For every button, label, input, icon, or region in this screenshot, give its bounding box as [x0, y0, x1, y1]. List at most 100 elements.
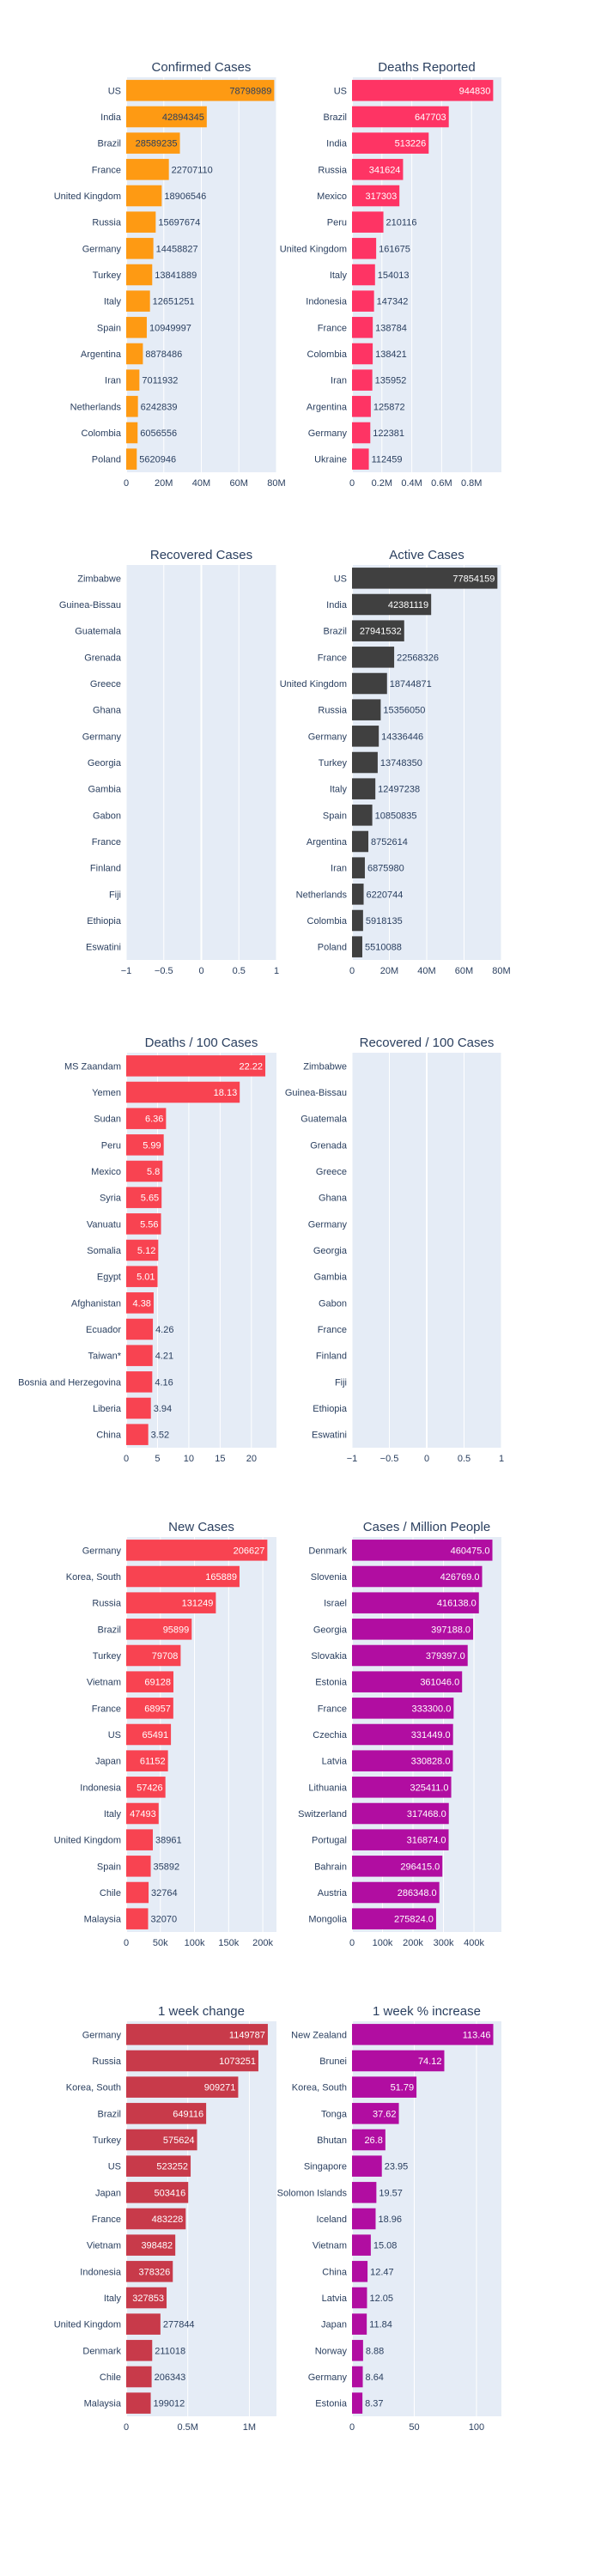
- y-tick-label: Slovakia: [311, 1651, 347, 1662]
- y-tick-label: Zimbabwe: [77, 574, 121, 584]
- y-tick-label: Vietnam: [87, 1678, 121, 1688]
- bar: [126, 185, 162, 207]
- y-tick-label: Russia: [92, 218, 122, 228]
- y-tick-label: Brazil: [97, 1625, 121, 1635]
- bar: [352, 1802, 449, 1825]
- y-tick-label: Greece: [90, 679, 121, 690]
- bar: [352, 568, 498, 589]
- data-label: 416138.0: [437, 1599, 477, 1609]
- y-tick-label: Poland: [92, 455, 121, 465]
- bar: [126, 2392, 151, 2414]
- x-tick-label: 0: [424, 1454, 429, 1464]
- y-tick-label: Spain: [97, 323, 121, 333]
- bar: [126, 2076, 239, 2098]
- data-label: 18.96: [378, 2215, 402, 2225]
- y-tick-label: India: [100, 112, 122, 123]
- bar: [352, 2234, 371, 2256]
- y-tick-label: Ecuador: [86, 1325, 121, 1335]
- data-label: 37.62: [373, 2109, 397, 2119]
- y-tick-label: Brazil: [97, 2109, 121, 2119]
- chart-title: Recovered / 100 Cases: [360, 1036, 495, 1050]
- y-tick-label: Iran: [105, 376, 121, 386]
- bar: [352, 1777, 452, 1798]
- y-tick-label: France: [318, 1325, 347, 1335]
- bar: [126, 1802, 159, 1825]
- x-tick-label: 400k: [464, 1938, 484, 1948]
- x-tick-label: 60M: [230, 478, 248, 489]
- data-label: 18906546: [164, 191, 206, 202]
- y-tick-label: Turkey: [319, 758, 348, 769]
- data-label: 27941532: [360, 627, 402, 637]
- bar: [126, 1081, 240, 1103]
- bar: [126, 1540, 268, 1561]
- y-tick-label: Germany: [308, 1219, 348, 1230]
- y-tick-label: Ethiopia: [87, 916, 122, 927]
- y-tick-label: Afghanistan: [71, 1298, 121, 1309]
- data-label: 513226: [395, 139, 427, 149]
- data-label: 57426: [137, 1783, 163, 1793]
- bar: [126, 264, 153, 286]
- y-tick-label: Slovenia: [311, 1572, 348, 1583]
- data-label: 6875980: [367, 864, 404, 874]
- data-label: 113.46: [463, 2030, 491, 2040]
- data-label: 426769.0: [440, 1572, 480, 1583]
- y-tick-label: France: [318, 653, 347, 663]
- bar: [352, 857, 365, 878]
- y-tick-label: Brazil: [323, 112, 347, 123]
- bar: [352, 1540, 493, 1561]
- data-label: 32070: [151, 1915, 178, 1925]
- data-label: 5.12: [137, 1246, 155, 1256]
- bar: [352, 672, 387, 695]
- data-label: 42894345: [162, 112, 204, 123]
- y-tick-label: New Zealand: [291, 2030, 347, 2040]
- x-tick-label: 100: [469, 2422, 484, 2433]
- data-label: 4.16: [155, 1377, 173, 1388]
- data-label: 4.26: [155, 1325, 173, 1335]
- y-tick-label: Iran: [331, 864, 347, 874]
- data-label: 13748350: [380, 758, 422, 769]
- data-label: 206627: [234, 1546, 265, 1556]
- data-label: 5.65: [141, 1194, 159, 1204]
- y-tick-label: Eswatini: [86, 943, 121, 953]
- bar: [352, 1881, 440, 1904]
- x-tick-label: 150k: [218, 1938, 239, 1948]
- data-label: 8.37: [365, 2399, 383, 2409]
- bar: [352, 2024, 494, 2045]
- chart-panel-4: 0 20M 40M 60M 80M Active Cases US 77854159 India…: [280, 548, 511, 976]
- bar: [352, 1619, 474, 1640]
- y-tick-label: Estonia: [315, 1678, 348, 1688]
- bar: [352, 1829, 449, 1850]
- bar: [126, 1108, 167, 1129]
- y-tick-label: Guinea-Bissau: [59, 600, 121, 611]
- y-tick-label: Turkey: [93, 1651, 122, 1662]
- y-tick-label: Taiwan*: [88, 1352, 121, 1362]
- chart-panel-9: 0 0.5M 1M 1 week change Germany 1149787 Russia…: [54, 2004, 276, 2433]
- y-tick-label: Colombia: [82, 428, 122, 439]
- y-tick-label: Poland: [318, 943, 347, 953]
- bar: [352, 343, 373, 365]
- bar: [126, 1881, 149, 1904]
- y-tick-label: Netherlands: [296, 890, 348, 900]
- data-label: 68957: [144, 1704, 171, 1714]
- y-tick-label: Solomon Islands: [277, 2188, 348, 2198]
- data-label: 79708: [152, 1651, 179, 1662]
- y-tick-label: Russia: [318, 706, 348, 716]
- y-tick-label: Peru: [327, 218, 347, 228]
- bar: [352, 2076, 417, 2098]
- x-tick-label: 300k: [434, 1938, 454, 1948]
- data-label: 5918135: [366, 916, 403, 927]
- bar: [126, 132, 180, 154]
- bar: [126, 290, 150, 312]
- chart-title: Deaths / 100 Cases: [145, 1036, 258, 1050]
- y-tick-label: Guatemala: [75, 627, 122, 637]
- y-tick-label: Iran: [331, 376, 347, 386]
- y-tick-label: Fiji: [109, 890, 121, 900]
- data-label: 22707110: [172, 165, 213, 175]
- data-label: 333300.0: [411, 1704, 451, 1714]
- chart-panel-10: 0 50 100 1 week % increase New Zealand 113.46…: [277, 2004, 501, 2433]
- bar: [352, 1592, 479, 1613]
- data-label: 277844: [163, 2320, 195, 2330]
- x-tick-label: 0: [124, 478, 129, 489]
- data-label: 138421: [375, 349, 407, 360]
- y-tick-label: Liberia: [93, 1404, 122, 1414]
